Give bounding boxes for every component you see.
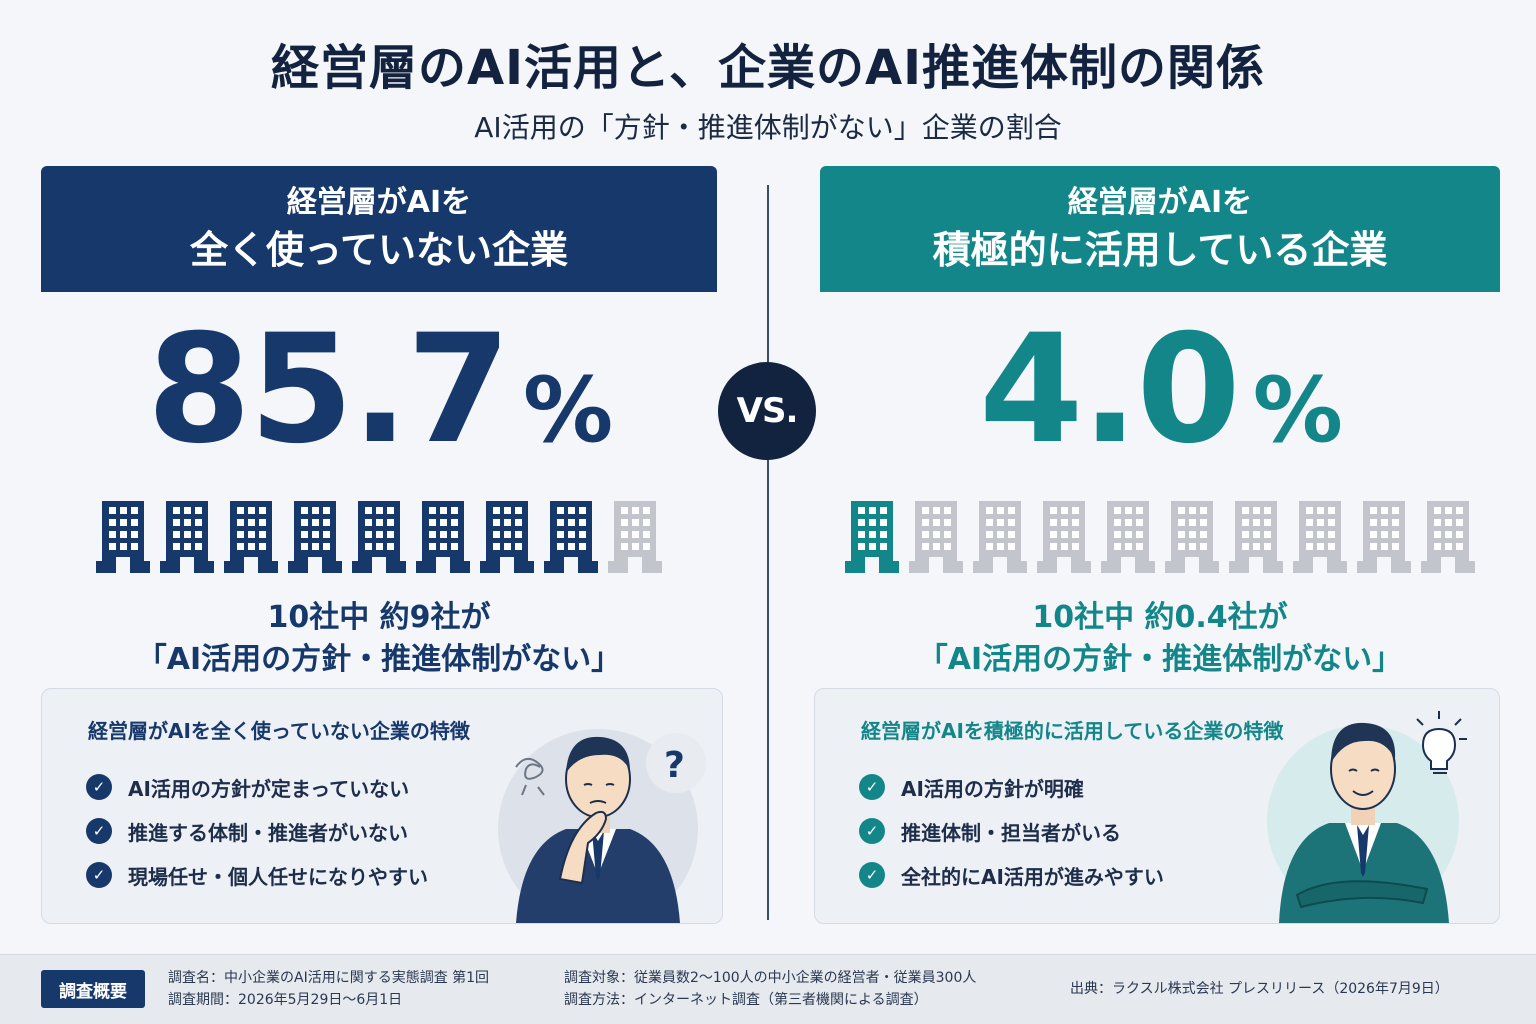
survey-info-col2: 調査対象：従業員数2〜100人の中小企業の経営者・従業員300人 調査方法：イン… — [564, 967, 976, 1011]
left-caption: 10社中 約9社が 「AI活用の方針・推進体制がない」 — [41, 597, 717, 681]
right-caption: 10社中 約0.4社が 「AI活用の方針・推進体制がない」 — [820, 597, 1500, 681]
center-divider — [767, 185, 769, 920]
right-feature-list: ✓ AI活用の方針が明確 ✓ 推進体制・担当者がいる ✓ 全社的にAI活用が進みやすい — [859, 765, 1164, 897]
list-item: ✓ 全社的にAI活用が進みやすい — [859, 853, 1164, 897]
right-card-title: 経営層がAIを積極的に活用している企業の特徴 — [861, 719, 1284, 743]
building-icon-empty — [1229, 501, 1283, 573]
lightbulb-icon — [1416, 711, 1467, 774]
feature-text: 推進体制・担当者がいる — [901, 820, 1121, 845]
right-caption-line2: 「AI活用の方針・推進体制がない」 — [917, 642, 1403, 677]
feature-text: AI活用の方針が明確 — [901, 776, 1084, 801]
survey-footer: 調査概要 調査名：中小企業のAI活用に関する実態調査 第1回 調査期間：2026… — [0, 954, 1536, 1024]
right-percent-value: 4.0 — [979, 303, 1241, 477]
check-icon: ✓ — [86, 862, 112, 888]
page-subtitle: AI活用の「方針・推進体制がない」企業の割合 — [474, 111, 1062, 144]
feature-text: 現場任せ・個人任せになりやすい — [128, 864, 428, 889]
building-icon-empty — [1421, 501, 1475, 573]
building-icon-empty — [1165, 501, 1219, 573]
question-mark-text: ? — [664, 745, 685, 786]
left-feature-list: ✓ AI活用の方針が定まっていない ✓ 推進する体制・推進者がいない ✓ 現場任せ・個… — [86, 765, 428, 897]
confused-businessman-illustration: ? — [498, 729, 706, 923]
right-feature-card: 経営層がAIを積極的に活用している企業の特徴 ✓ AI活用の方針が明確 ✓ 推進体制… — [814, 688, 1500, 924]
check-icon: ✓ — [86, 818, 112, 844]
right-header: 経営層がAIを 積極的に活用している企業 — [820, 166, 1500, 292]
building-icon-empty — [973, 501, 1027, 573]
list-item: ✓ 現場任せ・個人任せになりやすい — [86, 853, 428, 897]
building-icon-empty — [1293, 501, 1347, 573]
left-card-title: 経営層がAIを全く使っていない企業の特徴 — [88, 719, 470, 743]
building-icon-filled — [288, 501, 342, 573]
check-icon: ✓ — [859, 818, 885, 844]
building-icon-filled — [480, 501, 534, 573]
left-panel: 経営層がAIを 全く使っていない企業 85.7% 10社中 約9社が 「AI活用… — [41, 166, 717, 681]
list-item: ✓ AI活用の方針が定まっていない — [86, 765, 428, 809]
survey-period: 調査期間：2026年5月29日〜6月1日 — [168, 992, 403, 1008]
list-item: ✓ 推進する体制・推進者がいない — [86, 809, 428, 853]
building-icon-filled — [160, 501, 214, 573]
building-icon-filled — [845, 501, 899, 573]
building-icon-filled — [544, 501, 598, 573]
source-citation: 出典：ラクスル株式会社 プレスリリース（2026年7月9日） — [1070, 981, 1449, 997]
survey-method: 調査方法：インターネット調査（第三者機関による調査） — [564, 992, 928, 1008]
list-item: ✓ 推進体制・担当者がいる — [859, 809, 1164, 853]
list-item: ✓ AI活用の方針が明確 — [859, 765, 1164, 809]
feature-text: AI活用の方針が定まっていない — [128, 776, 410, 801]
building-icon-filled — [416, 501, 470, 573]
survey-overview-badge: 調査概要 — [41, 970, 145, 1008]
left-caption-line2: 「AI活用の方針・推進体制がない」 — [136, 642, 622, 677]
survey-info-col1: 調査名：中小企業のAI活用に関する実態調査 第1回 調査期間：2026年5月29… — [168, 967, 489, 1011]
survey-name: 調査名：中小企業のAI活用に関する実態調査 第1回 — [168, 970, 490, 986]
right-caption-line1: 10社中 約0.4社が — [1032, 600, 1288, 635]
check-icon: ✓ — [86, 774, 112, 800]
building-icon-filled — [352, 501, 406, 573]
right-panel: 経営層がAIを 積極的に活用している企業 4.0% 10社中 約0.4社が 「A… — [820, 166, 1500, 681]
page-title: 経営層のAI活用と、企業のAI推進体制の関係 — [270, 40, 1266, 96]
building-icon-empty — [1037, 501, 1091, 573]
building-icon-empty — [1357, 501, 1411, 573]
left-header-line1: 経営層がAIを — [286, 185, 472, 220]
left-buildings-row — [41, 497, 717, 573]
feature-text: 全社的にAI活用が進みやすい — [901, 864, 1164, 889]
left-percent: 85.7% — [41, 310, 717, 491]
confident-businessman-illustration — [1267, 711, 1467, 923]
building-icon-empty — [1101, 501, 1155, 573]
building-icon-empty — [608, 501, 662, 573]
left-header: 経営層がAIを 全く使っていない企業 — [41, 166, 717, 292]
survey-target: 調査対象：従業員数2〜100人の中小企業の経営者・従業員300人 — [564, 970, 977, 986]
check-icon: ✓ — [859, 862, 885, 888]
right-percent: 4.0% — [820, 310, 1500, 491]
left-header-line2: 全く使っていない企業 — [189, 228, 569, 272]
right-buildings-row — [820, 497, 1500, 573]
left-percent-sign: % — [522, 358, 613, 463]
building-icon-empty — [909, 501, 963, 573]
vs-badge: VS. — [718, 362, 816, 460]
building-icon-filled — [224, 501, 278, 573]
right-header-line1: 経営層がAIを — [1067, 185, 1253, 220]
check-icon: ✓ — [859, 774, 885, 800]
right-percent-sign: % — [1252, 358, 1343, 463]
right-header-line2: 積極的に活用している企業 — [932, 228, 1388, 272]
feature-text: 推進する体制・推進者がいない — [128, 820, 408, 845]
left-feature-card: 経営層がAIを全く使っていない企業の特徴 ✓ AI活用の方針が定まっていない ✓ 推… — [41, 688, 723, 924]
left-percent-value: 85.7 — [146, 303, 511, 477]
left-caption-line1: 10社中 約9社が — [267, 600, 491, 635]
building-icon-filled — [96, 501, 150, 573]
